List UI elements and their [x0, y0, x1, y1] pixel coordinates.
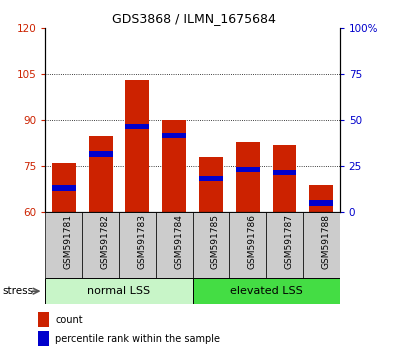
Text: stress: stress — [2, 286, 33, 296]
Bar — [199, 157, 223, 212]
Bar — [193, 278, 340, 304]
Bar — [156, 212, 193, 278]
Text: GSM591781: GSM591781 — [64, 215, 73, 269]
Bar — [119, 212, 156, 278]
Text: GSM591786: GSM591786 — [248, 215, 257, 269]
Bar — [162, 133, 186, 138]
Bar — [52, 185, 76, 190]
Bar — [52, 163, 76, 212]
Bar — [236, 167, 260, 172]
Bar — [273, 170, 297, 175]
Bar — [273, 145, 297, 212]
Bar — [82, 212, 119, 278]
Bar — [193, 212, 229, 278]
Bar — [38, 312, 49, 327]
Text: elevated LSS: elevated LSS — [230, 286, 303, 296]
Text: GSM591784: GSM591784 — [174, 215, 183, 269]
Bar — [303, 212, 340, 278]
Text: GDS3868 / ILMN_1675684: GDS3868 / ILMN_1675684 — [112, 12, 275, 25]
Bar — [38, 331, 49, 346]
Bar — [162, 120, 186, 212]
Text: GSM591787: GSM591787 — [284, 215, 293, 269]
Bar — [199, 176, 223, 181]
Bar — [45, 278, 193, 304]
Bar — [126, 124, 149, 129]
Bar — [236, 142, 260, 212]
Bar — [229, 212, 266, 278]
Bar — [126, 80, 149, 212]
Bar — [88, 136, 113, 212]
Bar — [266, 212, 303, 278]
Text: GSM591782: GSM591782 — [101, 215, 109, 269]
Bar — [88, 152, 113, 157]
Bar — [45, 212, 82, 278]
Text: GSM591785: GSM591785 — [211, 215, 220, 269]
Text: GSM591783: GSM591783 — [137, 215, 147, 269]
Text: percentile rank within the sample: percentile rank within the sample — [55, 333, 220, 344]
Text: GSM591788: GSM591788 — [321, 215, 330, 269]
Bar — [309, 200, 333, 206]
Bar — [309, 185, 333, 212]
Text: normal LSS: normal LSS — [87, 286, 150, 296]
Text: count: count — [55, 315, 83, 325]
